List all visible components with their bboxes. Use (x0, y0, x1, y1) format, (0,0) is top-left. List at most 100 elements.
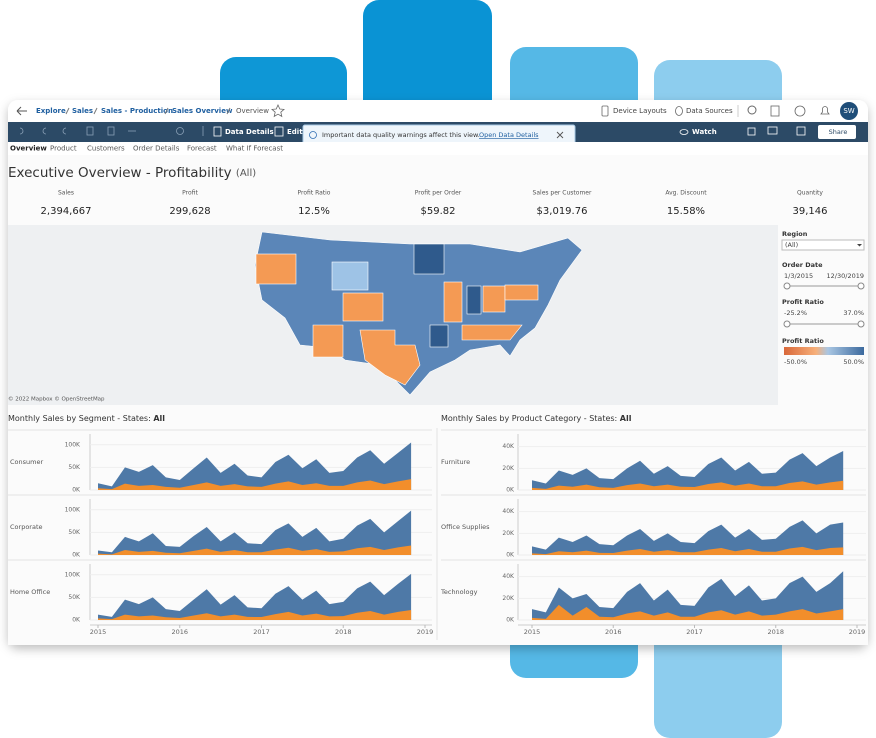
area (98, 442, 412, 490)
x-tick-label: 2018 (335, 628, 352, 636)
kpi-value: $59.82 (421, 206, 456, 217)
area (98, 545, 412, 555)
area (532, 480, 844, 490)
kpi-value: 15.58% (667, 206, 705, 217)
separator (164, 107, 169, 115)
edit-button[interactable]: Edit (287, 128, 303, 136)
kpi-label: Profit per Order (415, 190, 462, 197)
kpi-value: $3,019.76 (537, 206, 588, 217)
icon (601, 105, 609, 117)
slider-handle[interactable] (783, 282, 791, 290)
x-tick-label: 2016 (605, 628, 622, 636)
toolbar-icons (747, 126, 806, 136)
chart-title: Monthly Sales by Product Category - Stat… (441, 414, 632, 423)
tab[interactable]: Order Details (133, 145, 180, 153)
avatar[interactable] (840, 102, 858, 120)
kpi-label: Avg. Discount (665, 190, 707, 197)
data-details-button[interactable]: Data Details (225, 128, 274, 136)
date-to: 12/30/2019 (827, 272, 864, 280)
area (532, 571, 844, 620)
area (532, 451, 844, 490)
panel-label: Furniture (441, 458, 470, 466)
y-tick-label: 20K (502, 595, 515, 602)
notifications-button[interactable] (820, 106, 830, 115)
breadcrumb[interactable]: Sales - Production (101, 107, 173, 115)
filter-label: Profit Ratio (782, 298, 824, 306)
legend-from: -50.0% (784, 358, 807, 366)
title: Executive Overview - Profitability (8, 165, 232, 181)
dashboard-title: Executive Overview - Profitability (All) (8, 165, 256, 181)
y-tick-label: 40K (502, 508, 515, 515)
watch-button[interactable]: Watch (692, 128, 717, 136)
dropdown-arrow (857, 244, 862, 247)
breadcrumb[interactable]: Sales Overview (172, 107, 233, 115)
y-tick-label: 20K (502, 530, 515, 537)
favorite-button[interactable] (271, 104, 285, 118)
panel-label: Office Supplies (441, 523, 490, 531)
ratio-to: 37.0% (843, 309, 864, 317)
banner-text: Important data quality warnings affect t… (322, 131, 480, 139)
share-button[interactable] (818, 125, 856, 139)
edit-button[interactable] (770, 105, 780, 117)
panel-label: Corporate (10, 523, 43, 531)
region-select[interactable] (781, 239, 865, 251)
chart-title-bold: All (620, 414, 632, 423)
x-tick-label: 2015 (90, 628, 107, 636)
filter-label: Region (782, 230, 808, 238)
map-regions (255, 253, 539, 386)
banner-link[interactable]: Open Data Details (479, 131, 539, 139)
breadcrumb[interactable]: Explore (36, 107, 66, 115)
kpi-value: 299,628 (169, 206, 210, 217)
kpi-label: Sales (58, 190, 74, 197)
tab[interactable]: Product (50, 145, 77, 153)
map-credit: © 2022 Mapbox © OpenStreetMap (8, 396, 105, 403)
slider-handle[interactable] (857, 282, 865, 290)
slider-handle[interactable] (783, 320, 791, 328)
data-sources[interactable]: Data Sources (686, 107, 733, 115)
charts: Monthly Sales by Segment - States: All Co… (8, 414, 866, 636)
y-tick-label: 40K (502, 573, 515, 580)
map-region (331, 261, 369, 291)
help-button[interactable] (794, 105, 806, 117)
kpi-label: Sales per Customer (533, 190, 592, 197)
y-tick-label: 100K (65, 441, 81, 448)
icon (679, 129, 689, 135)
date-from: 1/3/2015 (784, 272, 813, 280)
kpi-label: Profit (182, 190, 198, 197)
icon (213, 126, 222, 137)
breadcrumb[interactable]: Sales (72, 107, 93, 115)
tab[interactable]: Forecast (187, 145, 217, 153)
icon (675, 106, 683, 116)
back-button[interactable] (16, 106, 27, 116)
y-tick-label: 0K (506, 487, 515, 494)
x-tick-label: 2019 (417, 628, 434, 636)
icon (274, 126, 284, 137)
slider-handle[interactable] (857, 320, 865, 328)
tabs: Overview Product Customers Order Details For… (10, 145, 283, 153)
kpi-value: 39,146 (793, 206, 828, 217)
toolbar-icons (19, 126, 204, 136)
y-tick-label: 100K (65, 571, 81, 578)
y-tick-label: 50K (68, 594, 81, 601)
device-layouts[interactable]: Device Layouts (613, 107, 667, 115)
y-tick-label: 50K (68, 529, 81, 536)
kpi-value: 12.5% (298, 206, 330, 217)
area (532, 546, 844, 555)
kpis: Sales 2,394,667 Profit 299,628 Profit Ratio 1… (41, 190, 828, 218)
area (532, 520, 844, 555)
close-banner[interactable] (556, 131, 564, 139)
area (98, 510, 412, 555)
search-button[interactable] (747, 105, 757, 115)
kpi-value: 2,394,667 (41, 206, 92, 217)
ratio-from: -25.2% (784, 309, 807, 317)
tab[interactable]: What If Forecast (226, 145, 283, 153)
filter-label: Order Date (782, 261, 823, 269)
x-tick-label: 2016 (171, 628, 188, 636)
region-value: (All) (785, 241, 798, 249)
tab[interactable]: Overview (10, 145, 47, 153)
x-tick-label: 2018 (767, 628, 784, 636)
tab[interactable]: Customers (87, 145, 125, 153)
x-tick-label: 2019 (849, 628, 866, 636)
